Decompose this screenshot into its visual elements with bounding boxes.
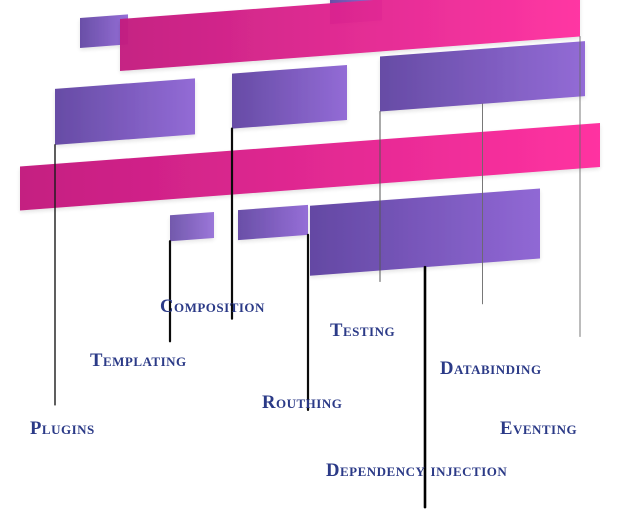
- label-templating: Templating: [90, 350, 187, 372]
- label-plugins: Plugins: [30, 418, 95, 440]
- label-dependency: Dependency injection: [326, 460, 507, 482]
- label-composition: Composition: [160, 296, 265, 318]
- label-testing: Testing: [330, 320, 395, 342]
- plane-p_front_mid_sm: [238, 205, 308, 240]
- plane-p_front_big: [310, 189, 540, 276]
- planes-group: [20, 0, 600, 276]
- label-routhing: Routhing: [262, 392, 342, 414]
- label-eventing: Eventing: [500, 418, 577, 440]
- plane-p_front_left_sm: [170, 212, 214, 241]
- diagram-root: { "canvas": { "width": 618, "height": 51…: [0, 0, 618, 513]
- label-databinding: Databinding: [440, 358, 542, 380]
- plane-p_mid_center: [232, 65, 347, 129]
- plane-p_mid_right: [380, 41, 585, 111]
- plane-p_mid_left: [55, 78, 195, 145]
